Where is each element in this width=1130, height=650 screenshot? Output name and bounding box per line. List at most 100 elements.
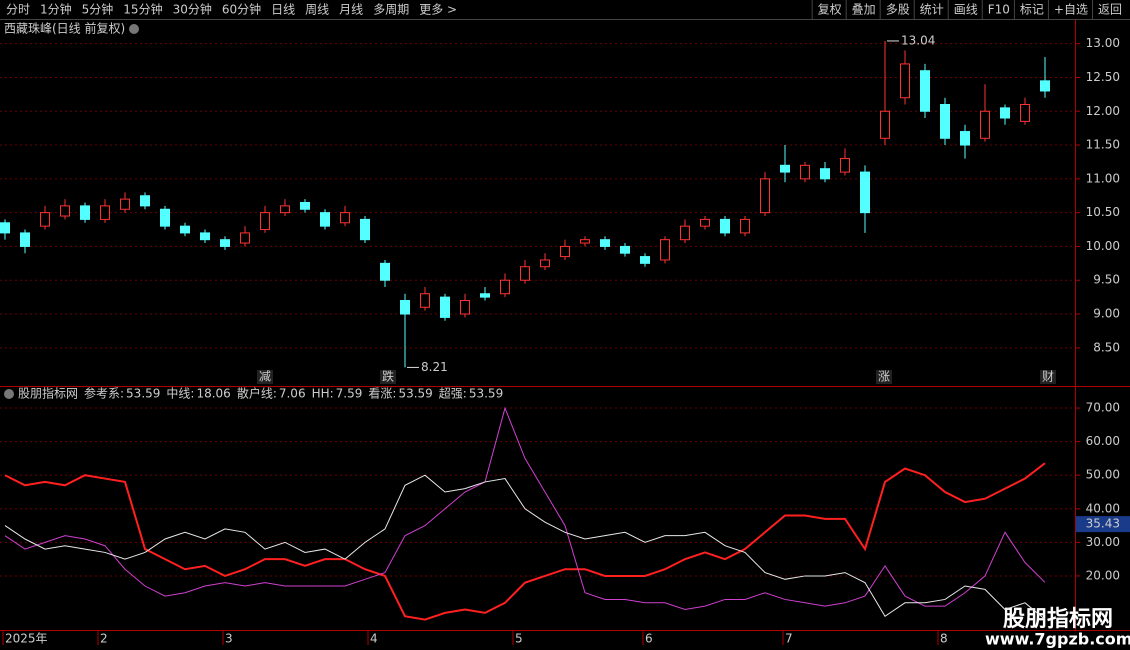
period-tab[interactable]: 15分钟: [123, 2, 162, 17]
date-label: 5: [515, 632, 523, 646]
indicator-name: 股朋指标网: [18, 386, 78, 401]
low-annotation: 8.21: [421, 360, 448, 374]
candle-body: [940, 103, 950, 139]
date-label: 8: [940, 632, 948, 646]
period-tab[interactable]: 月线: [339, 3, 363, 17]
candle-body: [800, 164, 810, 180]
candle-body: [440, 296, 450, 318]
y-tick-label: 30.00: [1086, 535, 1120, 549]
date-label: 7: [785, 632, 793, 646]
candle-body: [400, 300, 410, 315]
candle-body: [180, 225, 190, 234]
legend-value: 7.06: [279, 387, 306, 401]
date-label: 6: [645, 632, 653, 646]
candle-body: [380, 262, 390, 281]
candle-body: [1020, 103, 1030, 122]
candle-body: [60, 205, 70, 217]
candle-body: [160, 208, 170, 227]
candle-body: [1000, 107, 1010, 119]
tool-button[interactable]: 统计: [920, 3, 944, 17]
legend-value: 18.06: [196, 387, 230, 401]
candle-body: [300, 202, 310, 210]
candle-body: [1040, 80, 1050, 92]
candle-body: [740, 218, 750, 234]
legend-name: 超强:: [439, 386, 467, 401]
candle-body: [460, 300, 470, 315]
y-tick-label: 9.50: [1093, 273, 1120, 287]
legend-name: 参考系:: [84, 386, 124, 401]
candle-body: [40, 212, 50, 227]
candle-body: [620, 245, 630, 254]
candle-body: [780, 164, 790, 173]
date-label: 4: [370, 632, 378, 646]
tool-button[interactable]: 标记: [1020, 3, 1044, 17]
y-tick-label: 60.00: [1086, 434, 1120, 448]
y-tick-label: 11.50: [1086, 138, 1120, 152]
period-tab[interactable]: 日线: [271, 3, 295, 17]
candle-body: [900, 63, 910, 99]
tool-button[interactable]: 画线: [954, 3, 978, 17]
signal-bg: [257, 370, 273, 384]
signal-label: 跌: [382, 369, 394, 384]
y-tick-label: 8.50: [1093, 340, 1120, 354]
y-tick-label: 70.00: [1086, 401, 1120, 415]
signal-label: 涨: [878, 369, 890, 384]
candle-body: [720, 218, 730, 234]
candle-body: [120, 198, 130, 210]
period-tab[interactable]: 5分钟: [82, 2, 114, 17]
period-tab[interactable]: 分时: [6, 3, 30, 17]
candle-body: [20, 232, 30, 247]
cursor-label: 35.43: [1086, 517, 1120, 531]
watermark-url: www.7gpzb.com: [985, 630, 1130, 649]
legend-name: 散户线:: [237, 386, 277, 401]
cursor-box: [1076, 516, 1130, 533]
watermark-title: 股朋指标网: [1003, 606, 1113, 632]
title-menu[interactable]: [129, 24, 139, 34]
y-tick-label: 20.00: [1086, 568, 1120, 582]
tool-button[interactable]: 返回: [1098, 3, 1122, 17]
date-label: 2025年: [5, 632, 48, 646]
tool-button[interactable]: +自选: [1054, 3, 1088, 17]
indicator-menu[interactable]: [4, 389, 14, 399]
period-tab[interactable]: 30分钟: [173, 2, 212, 17]
period-tab[interactable]: 周线: [305, 3, 329, 17]
y-tick-label: 12.00: [1086, 104, 1120, 118]
period-tab[interactable]: 60分钟: [222, 2, 261, 17]
tool-button[interactable]: 叠加: [852, 3, 876, 17]
candle-body: [760, 178, 770, 214]
candle-body: [700, 218, 710, 227]
period-tab[interactable]: 更多 >: [419, 3, 457, 17]
candle-body: [820, 168, 830, 180]
y-tick-label: 11.00: [1086, 171, 1120, 185]
candle-body: [660, 239, 670, 261]
y-tick-label: 40.00: [1086, 501, 1120, 515]
signal-bg: [876, 370, 892, 384]
candle-body: [560, 245, 570, 258]
candle-body: [340, 212, 350, 224]
candle-body: [140, 195, 150, 207]
candle-body: [0, 222, 10, 234]
candle-body: [240, 232, 250, 244]
legend-name: 看涨:: [368, 386, 396, 401]
candle-body: [840, 158, 850, 173]
tool-button[interactable]: F10: [988, 3, 1010, 17]
candle-body: [920, 70, 930, 112]
candle-body: [220, 239, 230, 247]
candle-body: [600, 239, 610, 247]
tool-button[interactable]: 复权: [818, 3, 842, 17]
tool-button[interactable]: 多股: [886, 3, 910, 17]
candle-body: [480, 293, 490, 298]
period-tab[interactable]: 多周期: [373, 3, 409, 17]
candle-body: [500, 279, 510, 295]
period-tab[interactable]: 1分钟: [40, 2, 72, 17]
candle-body: [640, 256, 650, 264]
indicator-line: [4, 474, 1046, 620]
candle-body: [80, 205, 90, 220]
candle-body: [960, 131, 970, 146]
candle-body: [260, 212, 270, 231]
legend-value: 53.59: [126, 387, 160, 401]
legend-value: 53.59: [398, 387, 432, 401]
indicator-line: [4, 462, 1046, 621]
